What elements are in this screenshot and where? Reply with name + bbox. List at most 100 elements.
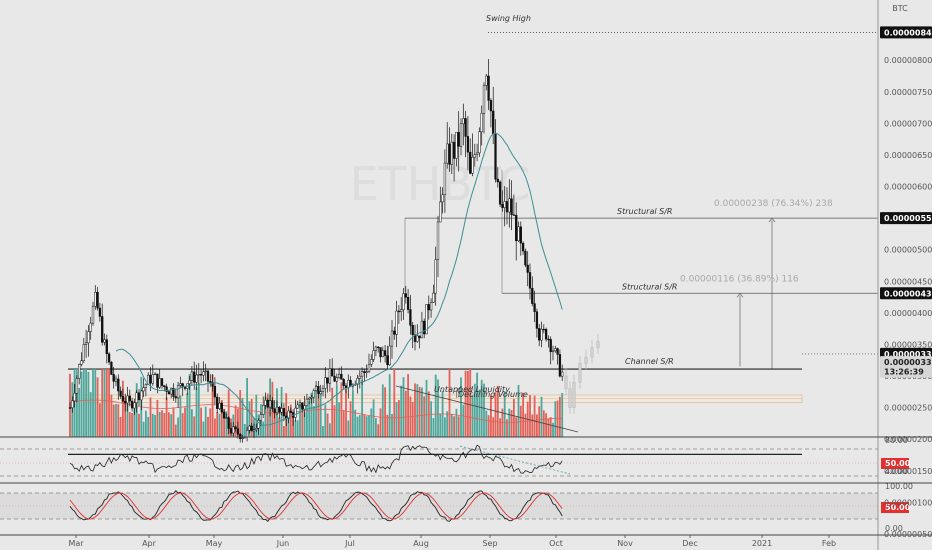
volume-bar [499, 418, 501, 437]
candle-body [170, 387, 173, 395]
volume-bar [444, 417, 446, 437]
candle-body [229, 428, 233, 434]
volume-bar [283, 425, 285, 437]
volume-bar [510, 410, 513, 437]
candle-body [455, 132, 458, 159]
rsi-trendline [459, 445, 571, 475]
volume-bar [214, 418, 216, 437]
candle-body [473, 154, 476, 158]
candle-body [335, 377, 338, 382]
volume-bar [220, 399, 223, 437]
volume-bar [517, 384, 520, 437]
candle-body [211, 382, 214, 387]
price-tag-text: 0.00000844 [884, 28, 932, 37]
volume-bar [122, 380, 124, 437]
volume-bar [368, 415, 370, 437]
candle-body [234, 426, 237, 429]
candle-body [383, 350, 387, 356]
time-tick-label: Apr [142, 539, 157, 548]
volume-bar [531, 414, 534, 437]
candle-body [239, 433, 242, 439]
moving-average [115, 132, 563, 426]
candle-body [494, 133, 497, 180]
volume-bar [322, 425, 324, 437]
candle-body [498, 181, 502, 205]
volume-bar [179, 395, 182, 437]
level-label: Channel S/R [625, 357, 674, 366]
candle-body [126, 395, 129, 404]
volume-bar [145, 410, 147, 437]
volume-bar [273, 408, 276, 437]
volume-bar [375, 418, 377, 437]
candle-body [172, 387, 175, 397]
volume-bar [365, 416, 368, 437]
candle-body [418, 335, 421, 339]
candle-body [105, 339, 108, 355]
volume-bar [508, 408, 511, 437]
candle-body [151, 374, 154, 384]
candle-body [480, 113, 483, 133]
candle-body [71, 400, 74, 408]
candle-body [367, 364, 371, 373]
volume-bar [492, 417, 495, 437]
candle-body [227, 417, 230, 429]
candle-body [508, 198, 511, 213]
volume-bar [101, 369, 104, 437]
volume-bar [94, 369, 97, 437]
candle-body [128, 395, 131, 402]
candle-body [462, 118, 465, 125]
price-tag-text: 0.00000335 [884, 350, 932, 359]
volume-bar [437, 379, 439, 437]
volume-bar [506, 419, 508, 437]
candle-body [133, 402, 136, 409]
volume-bar [402, 377, 405, 437]
candle-body [402, 293, 405, 310]
candle-body [448, 143, 451, 165]
volume-bar [161, 410, 163, 437]
stoch-value-tag [881, 502, 909, 513]
candle-body [252, 429, 256, 432]
candle-body [324, 377, 327, 389]
moving-average-line [115, 132, 563, 426]
volume-bar [529, 394, 531, 437]
level-labels: Swing High Structural S/R Structural S/R Ch… [434, 14, 677, 394]
time-tick-label: May [206, 539, 223, 548]
volume-bar [92, 369, 94, 437]
volume-bar [538, 406, 541, 437]
volume-bar [545, 413, 547, 437]
volume-bar [519, 405, 522, 437]
volume-bar [439, 413, 442, 437]
candle-body [308, 397, 311, 400]
candle-body [264, 399, 267, 406]
price-tick-label: 0.00000350 [884, 340, 932, 349]
candle-body [515, 214, 518, 242]
measure-arrow [736, 292, 744, 298]
candle-body [404, 293, 407, 298]
candle-body [206, 370, 210, 382]
candle-body [374, 346, 378, 351]
price-tag-text: 0.00000332 [884, 358, 932, 367]
candle-body [337, 373, 341, 378]
candle-body [450, 141, 453, 165]
volume-bar [103, 369, 106, 437]
volume-bar [561, 392, 564, 437]
candle-body [305, 398, 309, 406]
price-tag [880, 365, 932, 378]
candle-body [280, 408, 283, 413]
volume-bar [262, 421, 265, 437]
volume-bar [404, 390, 407, 437]
volume-bar [536, 414, 538, 437]
candle-body [301, 402, 304, 410]
candle-body [321, 388, 325, 392]
volume-bar [188, 374, 191, 437]
candle-body [199, 374, 203, 376]
volume-bar [391, 414, 393, 437]
volume-bar [386, 414, 389, 437]
candle-body [117, 378, 120, 392]
time-tick-label: Nov [617, 539, 633, 548]
level-label: Structural S/R [622, 282, 677, 291]
volume-bar [225, 411, 228, 437]
measure-label: 0.00000238 (76.34%) 238 [714, 199, 833, 209]
